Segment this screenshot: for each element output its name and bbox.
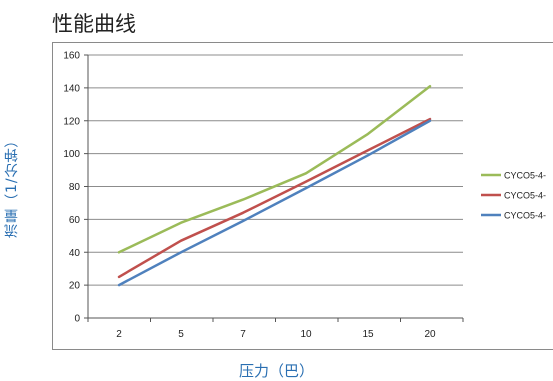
y-tick-label: 120 — [63, 116, 80, 127]
y-tick-label: 40 — [69, 248, 81, 259]
legend-label: CYCO5-4- — [504, 211, 546, 221]
legend: CYCO5-4- CYCO5-4- CYCO5-4- — [481, 171, 546, 221]
legend-label: CYCO5-4- — [504, 191, 546, 201]
legend-label: CYCO5-4- — [504, 171, 546, 181]
x-tick-label: 2 — [116, 329, 122, 340]
y-tick-label: 140 — [63, 83, 80, 94]
y-tick-label: 0 — [74, 314, 80, 325]
y-tick-labels: 0 20 40 60 80 100 120 140 160 — [63, 51, 80, 325]
axes — [84, 54, 464, 322]
grid-lines — [88, 54, 463, 286]
chart-frame — [52, 42, 553, 350]
x-tick-label: 15 — [362, 329, 374, 340]
x-tick-label: 10 — [300, 329, 312, 340]
series-line — [117, 84, 432, 254]
chart-title: 性能曲线 — [52, 12, 136, 36]
y-tick-label: 100 — [63, 149, 80, 160]
y-tick-label: 80 — [69, 182, 81, 193]
x-tick-label: 7 — [240, 329, 246, 340]
x-tick-label: 5 — [178, 329, 184, 340]
series-lines — [117, 84, 432, 287]
y-tick-label: 160 — [63, 51, 80, 62]
x-tick-labels: 2 5 7 10 15 20 — [116, 329, 436, 340]
x-tick-label: 20 — [424, 329, 436, 340]
y-tick-label: 20 — [69, 281, 81, 292]
x-axis-label: 压力（巴） — [238, 362, 314, 380]
series-line — [117, 117, 432, 279]
y-tick-label: 60 — [69, 215, 81, 226]
series-line — [117, 119, 432, 287]
